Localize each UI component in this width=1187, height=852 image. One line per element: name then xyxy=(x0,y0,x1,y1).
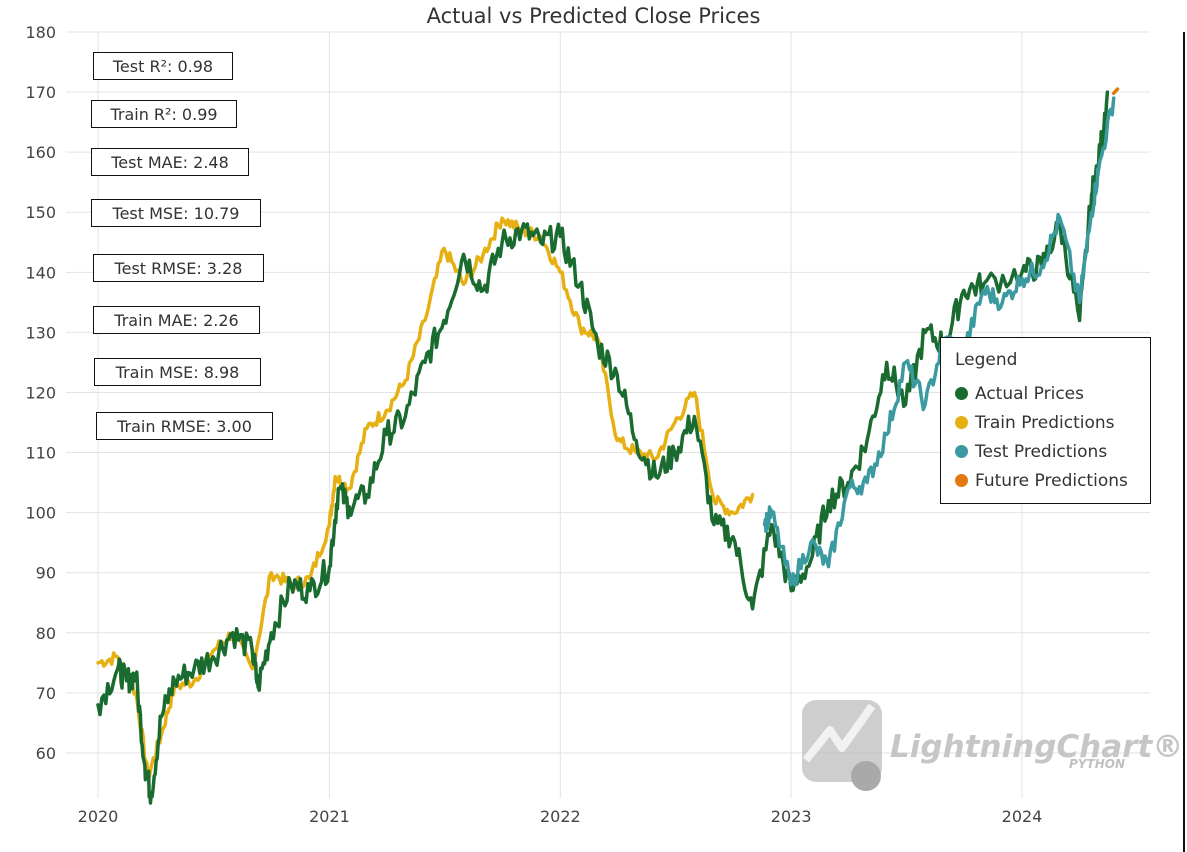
y-tick-label: 110 xyxy=(25,444,56,463)
y-tick-label: 160 xyxy=(25,143,56,162)
x-tick-label: 2024 xyxy=(1002,807,1043,826)
x-tick-label: 2020 xyxy=(78,807,119,826)
x-tick-label: 2021 xyxy=(309,807,350,826)
legend-item-future[interactable]: Future Predictions xyxy=(955,471,1128,491)
y-tick-label: 90 xyxy=(36,564,56,583)
y-tick-label: 80 xyxy=(36,624,56,643)
x-tick-label: 2023 xyxy=(771,807,812,826)
legend-label-actual: Actual Prices xyxy=(975,384,1084,404)
legend-label-train: Train Predictions xyxy=(975,413,1115,433)
x-tick-label: 2022 xyxy=(540,807,581,826)
y-tick-label: 180 xyxy=(25,23,56,42)
metric-train-rmse: Train RMSE: 3.00 xyxy=(96,412,273,440)
legend-dot-actual xyxy=(955,387,968,400)
legend-label-future: Future Predictions xyxy=(975,471,1128,491)
y-tick-label: 70 xyxy=(36,684,56,703)
series-line-actual-prices xyxy=(96,90,1110,805)
metric-test-rmse: Test RMSE: 3.28 xyxy=(93,254,264,282)
y-tick-label: 100 xyxy=(25,504,56,523)
legend-title: Legend xyxy=(955,350,1018,370)
metric-test-r2: Test R²: 0.98 xyxy=(93,52,233,80)
metric-train-mae: Train MAE: 2.26 xyxy=(93,306,260,334)
metric-test-mae: Test MAE: 2.48 xyxy=(91,148,249,176)
y-axis-tick-labels: 60 70 80 90 100 110 120 130 140 150 160 170 180 xyxy=(25,23,56,763)
x-axis-tick-labels: 2020 2021 2022 2023 2024 xyxy=(78,807,1043,826)
legend-item-test[interactable]: Test Predictions xyxy=(955,442,1107,462)
legend-item-actual[interactable]: Actual Prices xyxy=(955,384,1084,404)
panel-border xyxy=(1183,32,1185,852)
lightningchart-logo: LightningChart® PYTHON xyxy=(802,700,1183,791)
y-tick-label: 60 xyxy=(36,744,56,763)
legend: Legend Actual Prices Train Predictions T… xyxy=(940,337,1151,504)
legend-dot-future xyxy=(955,474,968,487)
chart-title: Actual vs Predicted Close Prices xyxy=(426,4,761,28)
y-tick-label: 170 xyxy=(25,83,56,102)
metric-train-mse: Train MSE: 8.98 xyxy=(94,358,261,386)
y-tick-label: 140 xyxy=(25,263,56,282)
metric-train-r2: Train R²: 0.99 xyxy=(91,100,237,128)
legend-label-test: Test Predictions xyxy=(975,442,1108,462)
legend-dot-train xyxy=(955,416,968,429)
y-tick-label: 120 xyxy=(25,383,56,402)
y-tick-label: 150 xyxy=(25,203,56,222)
legend-item-train[interactable]: Train Predictions xyxy=(955,413,1115,433)
svg-text:PYTHON: PYTHON xyxy=(1069,757,1125,771)
metric-test-mse: Test MSE: 10.79 xyxy=(91,199,261,227)
y-tick-label: 130 xyxy=(25,323,56,342)
svg-text:LightningChart®: LightningChart® xyxy=(890,729,1183,765)
series-line-future-predictions xyxy=(1111,87,1120,96)
legend-dot-test xyxy=(955,445,968,458)
